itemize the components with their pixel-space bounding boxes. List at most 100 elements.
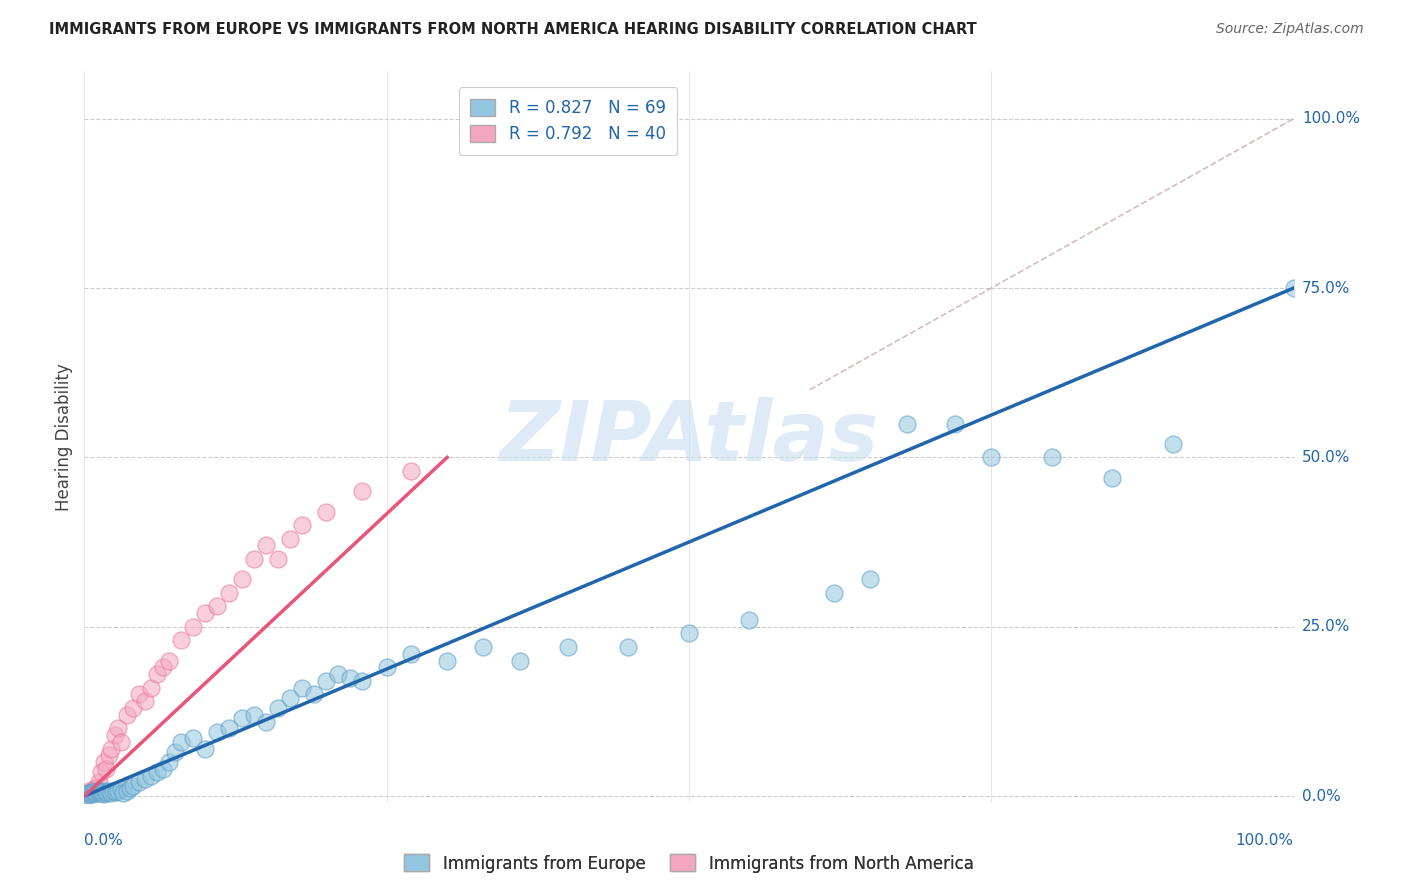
Point	[79, 786, 101, 800]
Point	[115, 783, 138, 797]
Point	[823, 586, 845, 600]
Point	[231, 572, 253, 586]
Point	[278, 690, 301, 705]
Point	[859, 572, 882, 586]
Point	[291, 681, 314, 695]
Point	[896, 417, 918, 431]
Point	[82, 785, 104, 799]
Point	[134, 694, 156, 708]
Point	[207, 599, 229, 614]
Point	[89, 785, 111, 799]
Point	[472, 640, 495, 654]
Point	[94, 784, 117, 798]
Point	[97, 783, 120, 797]
Point	[90, 783, 112, 797]
Point	[83, 786, 105, 800]
Text: Source: ZipAtlas.com: Source: ZipAtlas.com	[1216, 22, 1364, 37]
Point	[104, 728, 127, 742]
Point	[134, 772, 156, 786]
Point	[112, 786, 135, 800]
Point	[1040, 450, 1063, 465]
Point	[128, 775, 150, 789]
Point	[96, 785, 118, 799]
Point	[107, 721, 129, 735]
Point	[399, 464, 422, 478]
Point	[103, 784, 125, 798]
Point	[170, 633, 193, 648]
Point	[87, 775, 110, 789]
Point	[91, 786, 114, 800]
Point	[93, 787, 115, 801]
Text: 0.0%: 0.0%	[1302, 789, 1340, 804]
Point	[231, 711, 253, 725]
Point	[339, 671, 361, 685]
Point	[181, 731, 204, 746]
Point	[278, 532, 301, 546]
Point	[980, 450, 1002, 465]
Point	[121, 701, 143, 715]
Point	[218, 721, 240, 735]
Point	[302, 688, 325, 702]
Point	[315, 673, 337, 688]
Text: ZIPAtlas: ZIPAtlas	[499, 397, 879, 477]
Point	[157, 755, 180, 769]
Point	[77, 786, 100, 800]
Point	[291, 518, 314, 533]
Point	[77, 788, 100, 802]
Text: 25.0%: 25.0%	[1302, 619, 1350, 634]
Point	[86, 786, 108, 800]
Y-axis label: Hearing Disability: Hearing Disability	[55, 363, 73, 511]
Point	[139, 769, 162, 783]
Point	[90, 765, 112, 780]
Point	[375, 660, 398, 674]
Point	[218, 586, 240, 600]
Point	[82, 785, 104, 799]
Text: 100.0%: 100.0%	[1236, 833, 1294, 848]
Point	[104, 785, 127, 799]
Point	[943, 417, 966, 431]
Point	[352, 484, 374, 499]
Point	[100, 741, 122, 756]
Point	[139, 681, 162, 695]
Point	[315, 505, 337, 519]
Point	[77, 787, 100, 801]
Point	[436, 654, 458, 668]
Point	[181, 620, 204, 634]
Text: 75.0%: 75.0%	[1302, 281, 1350, 295]
Point	[80, 783, 103, 797]
Point	[207, 724, 229, 739]
Point	[399, 647, 422, 661]
Point	[87, 786, 110, 800]
Point	[617, 640, 640, 654]
Point	[509, 654, 531, 668]
Point	[110, 782, 132, 797]
Point	[267, 701, 290, 715]
Point	[77, 784, 100, 798]
Point	[1161, 437, 1184, 451]
Point	[110, 735, 132, 749]
Text: IMMIGRANTS FROM EUROPE VS IMMIGRANTS FROM NORTH AMERICA HEARING DISABILITY CORRE: IMMIGRANTS FROM EUROPE VS IMMIGRANTS FRO…	[49, 22, 977, 37]
Legend: Immigrants from Europe, Immigrants from North America: Immigrants from Europe, Immigrants from …	[398, 847, 980, 880]
Point	[152, 660, 174, 674]
Point	[128, 688, 150, 702]
Point	[328, 667, 350, 681]
Point	[94, 762, 117, 776]
Point	[152, 762, 174, 776]
Point	[165, 745, 187, 759]
Point	[115, 707, 138, 722]
Point	[146, 765, 169, 780]
Text: 50.0%: 50.0%	[1302, 450, 1350, 465]
Point	[157, 654, 180, 668]
Point	[121, 779, 143, 793]
Point	[352, 673, 374, 688]
Point	[194, 741, 217, 756]
Point	[76, 786, 98, 800]
Point	[120, 780, 142, 795]
Point	[194, 606, 217, 620]
Point	[242, 552, 264, 566]
Point	[107, 783, 129, 797]
Point	[1282, 281, 1305, 295]
Point	[83, 782, 105, 797]
Point	[267, 552, 290, 566]
Point	[93, 755, 115, 769]
